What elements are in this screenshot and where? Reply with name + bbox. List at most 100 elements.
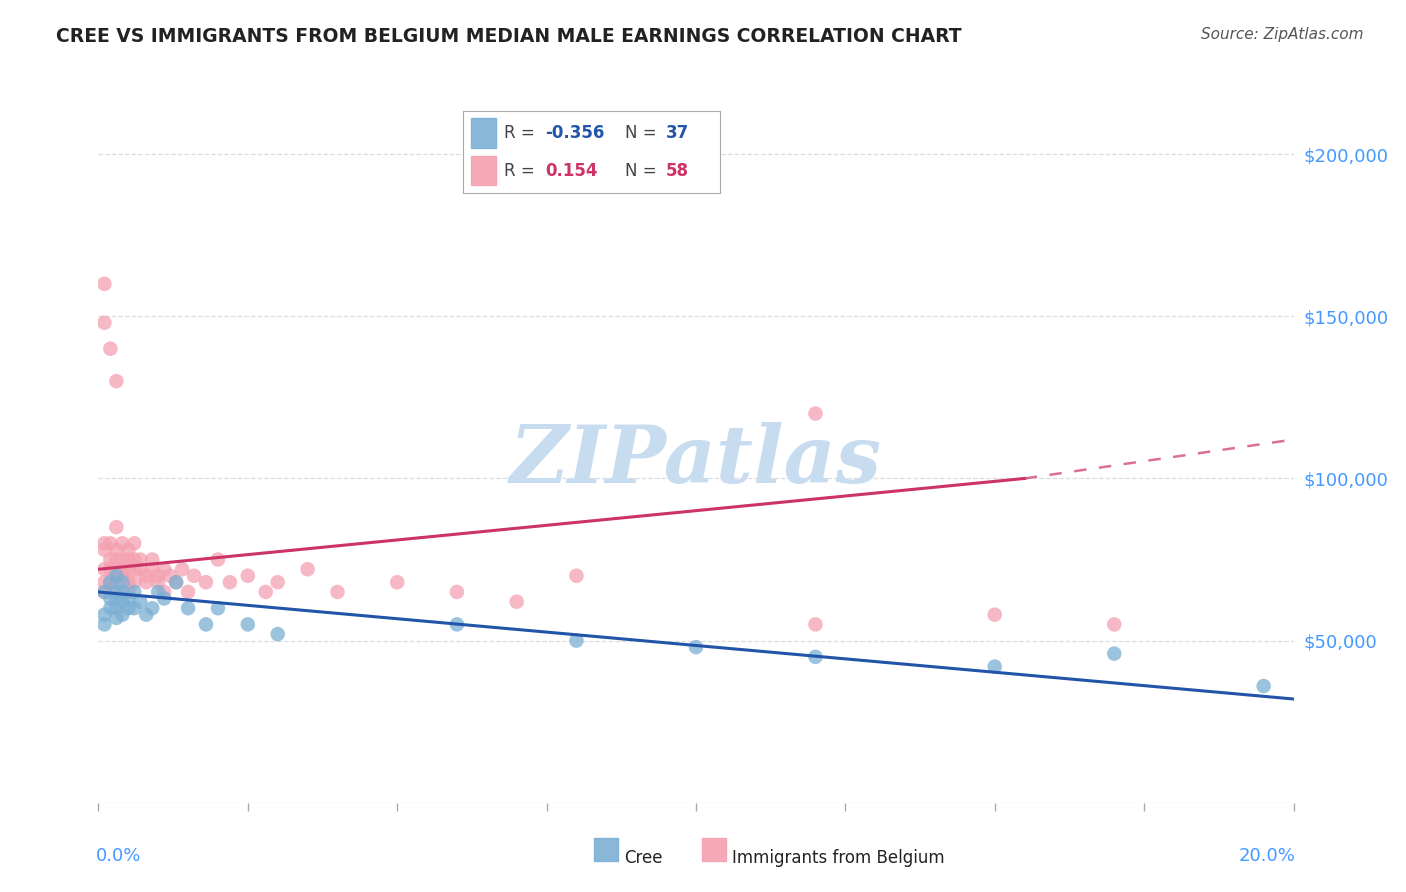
Point (124, 536, 146, 550)
Point (105, 585, 128, 599)
Point (111, 575, 134, 590)
Point (1104, 617, 1126, 632)
Point (141, 601, 163, 615)
Point (165, 575, 187, 590)
Text: 0.0%: 0.0% (96, 847, 142, 865)
Point (124, 575, 146, 590)
Point (111, 536, 134, 550)
Point (93, 585, 115, 599)
Point (117, 601, 139, 615)
Point (105, 374, 128, 388)
Point (129, 562, 152, 576)
Point (117, 591, 139, 606)
Point (93, 562, 115, 576)
Point (117, 562, 139, 576)
Point (129, 595, 152, 609)
Point (804, 407, 827, 421)
Point (165, 575, 187, 590)
Point (506, 595, 529, 609)
Point (98, 552, 122, 566)
Point (105, 591, 128, 606)
Text: 20.0%: 20.0% (1239, 847, 1296, 865)
Point (105, 520, 128, 534)
Point (177, 585, 200, 599)
Point (326, 585, 349, 599)
Point (195, 575, 218, 590)
Point (124, 585, 146, 599)
Point (153, 591, 176, 606)
Point (148, 575, 170, 590)
Point (105, 552, 128, 566)
Point (98, 562, 122, 576)
Point (984, 607, 1007, 622)
Point (111, 585, 134, 599)
Point (804, 649, 827, 664)
Point (93, 316, 115, 330)
Point (117, 575, 139, 590)
Point (254, 585, 277, 599)
Point (105, 542, 128, 557)
Point (105, 611, 128, 625)
Point (141, 552, 163, 566)
Point (236, 617, 259, 632)
Point (207, 552, 229, 566)
Point (111, 552, 134, 566)
Point (183, 568, 205, 582)
Point (141, 562, 163, 576)
Point (236, 568, 259, 582)
Point (565, 633, 588, 648)
Point (1104, 647, 1126, 661)
Point (135, 607, 157, 622)
Point (148, 585, 170, 599)
Point (93, 607, 115, 622)
Point (267, 627, 290, 641)
Point (98, 591, 122, 606)
Point (804, 617, 827, 632)
Point (297, 562, 319, 576)
Point (105, 575, 128, 590)
Point (98, 536, 122, 550)
Point (93, 277, 115, 291)
Point (93, 536, 115, 550)
Text: ZIPatlas: ZIPatlas (510, 422, 882, 499)
Point (98, 575, 122, 590)
Point (219, 575, 242, 590)
Text: CREE VS IMMIGRANTS FROM BELGIUM MEDIAN MALE EARNINGS CORRELATION CHART: CREE VS IMMIGRANTS FROM BELGIUM MEDIAN M… (56, 27, 962, 45)
Point (124, 552, 146, 566)
Point (267, 575, 290, 590)
Text: Source: ZipAtlas.com: Source: ZipAtlas.com (1201, 27, 1364, 42)
Point (111, 568, 134, 582)
Bar (702, 838, 725, 862)
Point (207, 601, 229, 615)
Point (105, 568, 128, 582)
Point (111, 607, 134, 622)
Point (385, 575, 409, 590)
Point (1253, 679, 1275, 693)
Point (111, 562, 134, 576)
Point (117, 585, 139, 599)
Point (93, 585, 115, 599)
Bar (595, 838, 619, 862)
Point (111, 595, 134, 609)
Point (153, 585, 176, 599)
Point (117, 542, 139, 557)
Point (105, 601, 128, 615)
Point (135, 568, 157, 582)
Point (93, 617, 115, 632)
Point (98, 575, 122, 590)
Point (159, 568, 181, 582)
Point (135, 575, 157, 590)
Point (446, 617, 468, 632)
Point (98, 342, 122, 356)
Point (195, 617, 218, 632)
Point (685, 640, 707, 654)
Point (105, 568, 128, 582)
Point (93, 575, 115, 590)
Point (124, 601, 146, 615)
Text: Cree: Cree (624, 849, 662, 867)
Point (98, 601, 122, 615)
Point (177, 601, 200, 615)
Point (984, 659, 1007, 673)
Point (124, 562, 146, 576)
Point (148, 568, 170, 582)
